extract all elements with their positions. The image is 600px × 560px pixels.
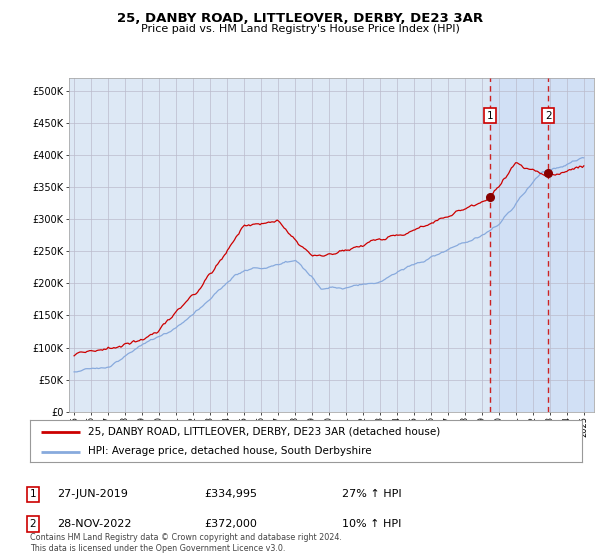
Text: Price paid vs. HM Land Registry's House Price Index (HPI): Price paid vs. HM Land Registry's House … (140, 24, 460, 34)
Text: 1: 1 (487, 110, 493, 120)
Text: Contains HM Land Registry data © Crown copyright and database right 2024.
This d: Contains HM Land Registry data © Crown c… (30, 533, 342, 553)
Text: 25, DANBY ROAD, LITTLEOVER, DERBY, DE23 3AR: 25, DANBY ROAD, LITTLEOVER, DERBY, DE23 … (117, 12, 483, 25)
Text: 2: 2 (545, 110, 551, 120)
Text: HPI: Average price, detached house, South Derbyshire: HPI: Average price, detached house, Sout… (88, 446, 371, 456)
Text: 1: 1 (29, 489, 37, 500)
Text: £334,995: £334,995 (204, 489, 257, 500)
Text: 28-NOV-2022: 28-NOV-2022 (57, 519, 131, 529)
Text: 2: 2 (29, 519, 37, 529)
Text: £372,000: £372,000 (204, 519, 257, 529)
Text: 27% ↑ HPI: 27% ↑ HPI (342, 489, 401, 500)
Bar (490, 78, 594, 412)
Text: 25, DANBY ROAD, LITTLEOVER, DERBY, DE23 3AR (detached house): 25, DANBY ROAD, LITTLEOVER, DERBY, DE23 … (88, 427, 440, 437)
Text: 10% ↑ HPI: 10% ↑ HPI (342, 519, 401, 529)
Text: 27-JUN-2019: 27-JUN-2019 (57, 489, 128, 500)
